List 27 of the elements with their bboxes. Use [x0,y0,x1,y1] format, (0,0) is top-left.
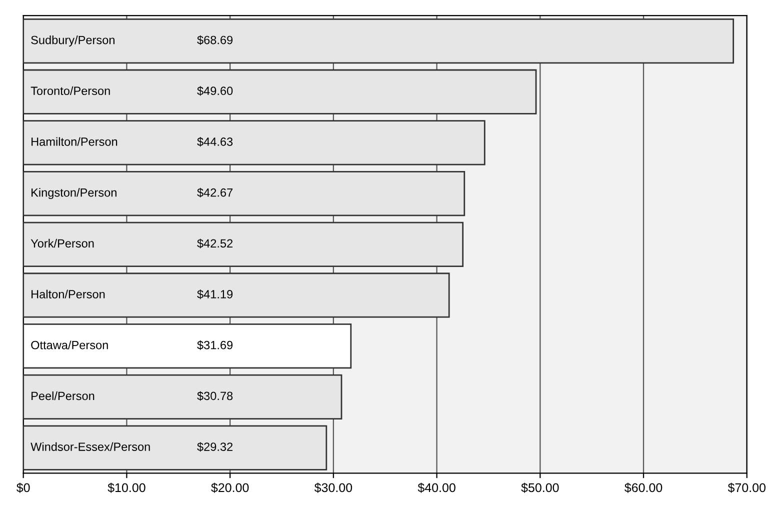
data-label: $41.19 [197,290,233,300]
y-tick-label: Sudbury/Person [31,36,114,47]
data-label: $29.32 [197,442,233,452]
x-tick-label: $70.00 [728,482,766,493]
data-label: $31.69 [197,340,233,350]
data-label: $44.63 [197,137,233,147]
x-tick-label: $40.00 [418,482,456,493]
x-tick-label: $10.00 [108,482,146,493]
y-tick-label: Kingston/Person [32,188,116,200]
x-tick-label: $0 [16,482,30,493]
y-tick-label: Hamilton/Person [32,137,118,146]
y-tick-label: Windsor-Essex/Person [30,442,150,451]
x-tick-label: $60.00 [624,482,662,493]
x-tick-label: $30.00 [314,482,352,493]
y-tick-label: York/Person [30,238,94,248]
data-label: $42.67 [197,188,233,198]
bar [23,324,352,369]
x-tick-label: $50.00 [521,482,559,493]
y-tick-label: Peel/Person [32,391,94,400]
data-label: $42.52 [197,238,233,248]
data-label: $30.78 [197,391,233,401]
y-tick-label: Toronto/Person [30,86,110,96]
x-tick-label: $20.00 [211,482,249,493]
data-label: $68.69 [197,35,233,45]
y-tick-label: Ottawa/Person [31,340,108,350]
y-tick-label: Halton/Person [32,290,105,298]
data-label: $49.60 [197,86,233,96]
